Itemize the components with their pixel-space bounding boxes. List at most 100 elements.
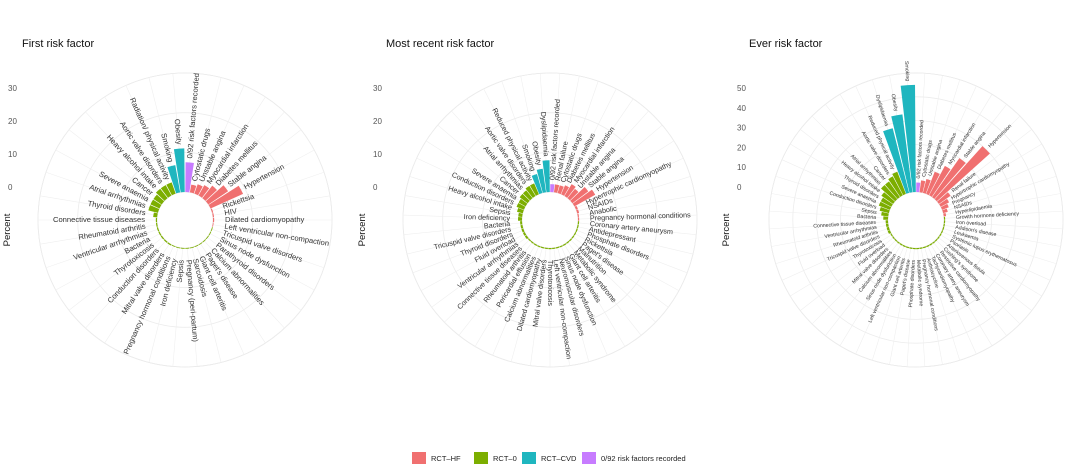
category-label: Sepsis bbox=[489, 205, 512, 218]
bar bbox=[518, 217, 523, 221]
grid-spoke bbox=[565, 98, 634, 198]
bar bbox=[577, 221, 580, 225]
grid-spoke bbox=[172, 247, 183, 367]
bar bbox=[939, 198, 950, 207]
y-tick-label: 10 bbox=[373, 150, 382, 159]
y-tick-label: 30 bbox=[737, 124, 746, 133]
grid-spoke bbox=[553, 247, 570, 366]
bar bbox=[536, 168, 547, 193]
grid-spoke bbox=[924, 246, 961, 361]
category-label: Hypertension bbox=[987, 123, 1013, 149]
grid-spoke bbox=[551, 73, 561, 193]
grid-spoke bbox=[555, 75, 580, 193]
grid-spoke bbox=[781, 159, 891, 209]
grid-spoke bbox=[576, 229, 688, 274]
bar bbox=[564, 184, 576, 198]
bar bbox=[567, 188, 579, 201]
y-ticks: 0 10 20 30 bbox=[8, 84, 17, 192]
bar bbox=[937, 236, 940, 240]
panel-title: Most recent risk factor bbox=[386, 38, 495, 50]
bar bbox=[552, 247, 556, 250]
grid-spoke bbox=[811, 115, 897, 201]
bar bbox=[160, 185, 172, 198]
category-label: Thyrotoxicosis bbox=[546, 260, 555, 306]
bar bbox=[937, 192, 951, 204]
bar bbox=[577, 217, 580, 221]
bar bbox=[156, 227, 160, 232]
bar bbox=[160, 235, 165, 240]
bar bbox=[886, 226, 890, 231]
bar bbox=[198, 242, 203, 246]
bar bbox=[575, 228, 578, 233]
bar bbox=[909, 247, 913, 249]
bar bbox=[208, 231, 212, 236]
bar bbox=[525, 185, 536, 198]
grid-spoke bbox=[943, 221, 1063, 230]
grid-spoke bbox=[771, 224, 889, 247]
grid-spoke bbox=[855, 245, 905, 355]
grid-ring bbox=[816, 120, 1016, 320]
bar bbox=[943, 220, 946, 224]
bar bbox=[537, 245, 541, 248]
y-tick-label: 0 bbox=[737, 183, 742, 192]
bar bbox=[163, 239, 168, 243]
grid-spoke bbox=[416, 157, 525, 209]
grid-spoke bbox=[924, 79, 961, 194]
bar bbox=[155, 188, 168, 201]
bar bbox=[194, 244, 199, 248]
bar bbox=[210, 227, 213, 232]
bar bbox=[571, 235, 575, 239]
category-label: Obesity bbox=[173, 119, 184, 146]
bar bbox=[155, 222, 158, 227]
category-label: NSAIDs bbox=[953, 200, 973, 211]
grid-spoke bbox=[510, 246, 543, 362]
grid-ring bbox=[863, 167, 969, 273]
legend-label: RCT–HF bbox=[431, 454, 461, 463]
grid-spoke bbox=[85, 111, 167, 200]
bar bbox=[885, 220, 889, 224]
polar-grid bbox=[768, 72, 1064, 368]
bar bbox=[934, 146, 990, 202]
bar bbox=[518, 198, 528, 207]
bar bbox=[212, 213, 215, 218]
grid-spoke bbox=[790, 234, 893, 297]
bar bbox=[885, 181, 900, 199]
bar bbox=[202, 185, 217, 201]
grid-spoke bbox=[425, 140, 527, 206]
bar bbox=[548, 247, 552, 250]
grid-spoke bbox=[800, 237, 895, 311]
bar bbox=[942, 226, 945, 231]
grid-spoke bbox=[412, 229, 524, 274]
bar bbox=[574, 205, 578, 210]
bar bbox=[521, 228, 525, 233]
grid-spoke bbox=[917, 73, 926, 193]
category-label: HIV bbox=[224, 206, 239, 217]
y-tick-label: 20 bbox=[737, 143, 746, 152]
grid-spoke bbox=[576, 176, 691, 212]
grid-spoke bbox=[45, 228, 159, 269]
bar bbox=[212, 222, 214, 227]
bar bbox=[540, 246, 545, 249]
bar bbox=[885, 223, 889, 228]
grid-spoke bbox=[569, 239, 656, 323]
bar bbox=[562, 243, 567, 246]
grid-spoke bbox=[212, 195, 331, 216]
bar bbox=[919, 247, 923, 249]
grid-spoke bbox=[187, 247, 198, 367]
bar bbox=[166, 182, 176, 196]
grid-spoke bbox=[906, 247, 915, 367]
bar bbox=[189, 246, 195, 249]
bar bbox=[173, 148, 185, 193]
grid-spoke bbox=[209, 233, 315, 291]
chart-panel-2: Most recent risk factor Percent 0 10 20 30 0/9… bbox=[357, 38, 698, 368]
bar bbox=[148, 205, 160, 213]
category-label: Phosphate disorders bbox=[908, 259, 917, 307]
bar bbox=[208, 185, 244, 209]
bar bbox=[881, 192, 895, 204]
grid-spoke bbox=[825, 104, 899, 199]
bars bbox=[516, 160, 596, 250]
grid-spoke bbox=[941, 231, 1051, 281]
bar bbox=[553, 184, 560, 193]
bar bbox=[517, 208, 524, 214]
